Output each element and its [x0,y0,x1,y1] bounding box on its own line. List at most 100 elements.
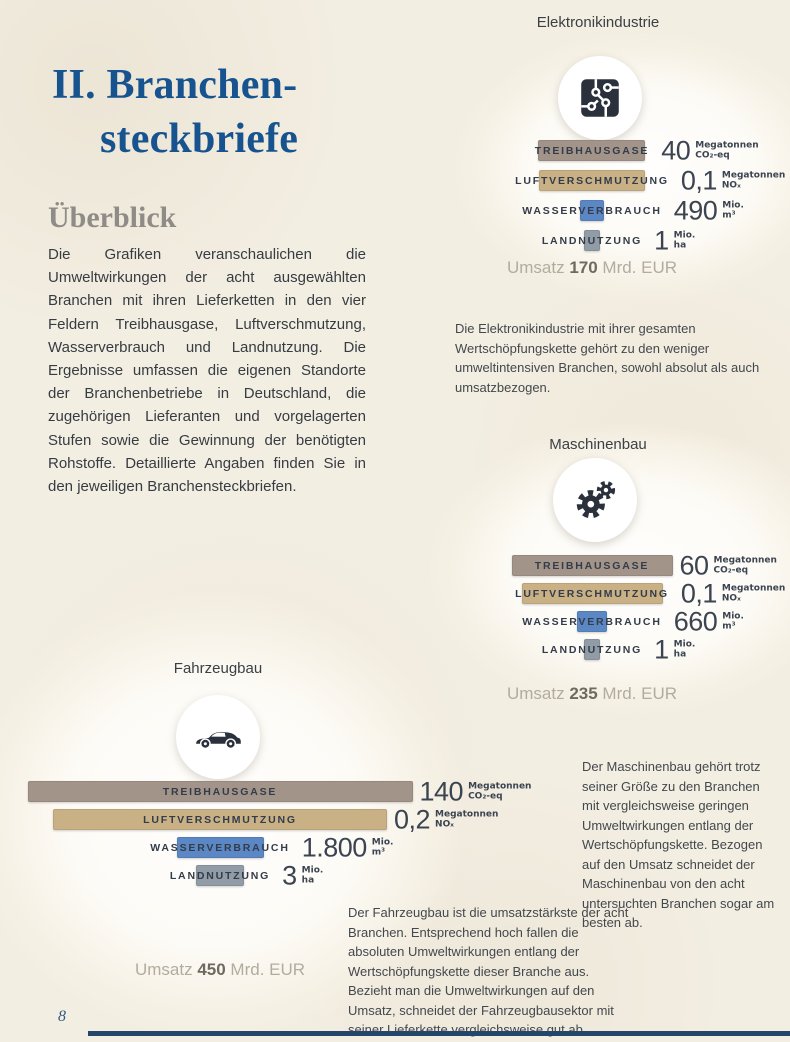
description-maschinenbau: Der Maschinenbau gehört trotz seiner Grö… [582,759,775,930]
bar-value: 1 [654,634,669,664]
bar-unit-bottom: CO₂-eq [468,791,503,802]
bar-unit-top: Mio. [673,639,696,650]
umsatz-label: Umsatz [506,258,565,277]
wasserverbrauch-bar [577,611,607,632]
intro-paragraph: Die Grafiken veranschaulichen die Umwelt… [48,246,366,496]
bar-unit-top: Megatonnen [435,809,499,820]
bar-value: 140 [419,776,464,806]
impact-bars-fahrzeugbau: TREIBHAUSGASE 140 Megatonnen CO₂-eq LUFTV… [10,778,531,889]
bar-value: 0,1 [680,578,718,608]
bar-unit-top: Megatonnen [721,170,786,181]
car-icon-glyph [196,731,241,750]
industry-title-elektronikindustrie: Elektronikindustrie [536,14,660,31]
bar-unit-top: Mio. [722,200,744,211]
industry-title-maschinenbau: Maschinenbau [549,436,647,453]
bar-value: 1 [654,225,669,255]
bar-unit-bottom: NOₓ [435,819,454,830]
bar-value: 0,1 [680,165,718,195]
bar-label: LUFTVERSCHMUTZUNG [143,813,297,826]
bar-row-landnutzung: LANDNUTZUNG 3 Mio. ha [165,862,323,889]
gears-icon [553,458,637,542]
treibhausgase-bar [27,781,413,802]
bar-row-landnutzung: LANDNUTZUNG 1 Mio. ha [537,636,695,663]
landnutzung-bar [583,639,600,660]
umsatz-unit: Mrd. EUR [602,684,678,703]
bar-row-luftverschmutzung: LUFTVERSCHMUTZUNG 0,1 Megatonnen NOₓ [510,167,785,194]
luftverschmutzung-bar [539,170,645,191]
landnutzung-bar [195,865,244,886]
treibhausgase-bar [511,555,673,576]
bar-unit-bottom: m³ [371,847,386,858]
umsatz-value: 450 [197,960,226,979]
bar-unit-top: Megatonnen [468,781,532,792]
bar-row-wasserverbrauch: WASSERVERBRAUCH 490 Mio. m³ [517,197,744,224]
bar-value: 490 [673,195,718,225]
umsatz-line-fahrzeugbau: Umsatz 450 Mrd. EUR [100,960,340,980]
bar-unit-top: Megatonnen [695,140,759,151]
bar-row-wasserverbrauch: WASSERVERBRAUCH 660 Mio. m³ [517,608,744,635]
bar-label: TREIBHAUSGASE [534,559,650,572]
bar-unit-top: Megatonnen [721,583,786,594]
car-icon [176,695,260,779]
bar-unit-bottom: CO₂-eq [695,150,730,161]
bar-value: 3 [282,860,297,890]
bar-unit-bottom: ha [301,875,315,886]
bar-row-wasserverbrauch: WASSERVERBRAUCH 1.800 Mio. m³ [145,834,393,861]
bar-row-treibhausgase: TREIBHAUSGASE 140 Megatonnen CO₂-eq [27,778,531,805]
impact-bars-maschinenbau: TREIBHAUSGASE 60 Megatonnen CO₂-eq LUFTVE… [472,552,785,663]
wasserverbrauch-bar [176,837,264,858]
section-heading: Überblick [48,200,177,234]
umsatz-label: Umsatz [134,960,193,979]
bar-unit-top: Mio. [673,230,696,241]
bar-unit-top: Mio. [301,865,324,876]
bar-label: LANDNUTZUNG [541,643,643,656]
footer-rule [88,1031,790,1036]
umsatz-unit: Mrd. EUR [602,258,678,277]
bar-row-treibhausgase: TREIBHAUSGASE 40 Megatonnen CO₂-eq [530,137,759,164]
bar-unit-bottom: ha [673,240,687,251]
page-title: II. Branchen- steckbriefe [52,58,298,166]
impact-bars-elektronikindustrie: TREIBHAUSGASE 40 Megatonnen CO₂-eq LUFTVE… [472,137,785,255]
bar-label: LANDNUTZUNG [169,869,271,882]
umsatz-unit: Mrd. EUR [230,960,306,979]
umsatz-line-maschinenbau: Umsatz 235 Mrd. EUR [472,684,712,704]
bar-row-treibhausgase: TREIBHAUSGASE 60 Megatonnen CO₂-eq [511,552,777,579]
luftverschmutzung-bar [521,583,663,604]
bar-label: WASSERVERBRAUCH [522,204,662,217]
bar-unit-bottom: NOₓ [721,180,741,191]
bar-label: LUFTVERSCHMUTZUNG [515,174,669,187]
luftverschmutzung-bar [53,809,387,830]
bar-label: TREIBHAUSGASE [162,785,278,798]
bar-label: WASSERVERBRAUCH [522,615,662,628]
bar-unit-top: Megatonnen [713,555,777,566]
bar-unit-top: Mio. [722,611,744,622]
bar-unit-top: Mio. [371,837,394,848]
umsatz-value: 235 [569,684,598,703]
bar-value: 660 [673,606,718,636]
bar-value: 60 [679,550,710,580]
bar-unit-bottom: ha [673,649,687,660]
bar-value: 40 [661,135,691,165]
description-elektronikindustrie: Die Elektronikindustrie mit ihrer gesamt… [455,321,760,395]
bar-label: LANDNUTZUNG [541,234,643,247]
circuit-board-icon [558,56,642,140]
page-title-line2: steckbriefe [100,116,299,163]
bar-unit-bottom: m³ [722,210,736,221]
bar-value: 0,2 [394,804,431,834]
umsatz-label: Umsatz [506,684,565,703]
gears-icon-glyph [576,480,616,519]
bar-row-luftverschmutzung: LUFTVERSCHMUTZUNG 0,2 Megatonnen NOₓ [53,806,498,833]
umsatz-line-elektronikindustrie: Umsatz 170 Mrd. EUR [472,258,712,278]
treibhausgase-bar [538,140,646,161]
wasserverbrauch-bar [580,200,604,221]
circuit-board-icon-glyph [581,79,619,117]
bar-value: 1.800 [301,832,368,862]
description-fahrzeugbau: Der Fahrzeugbau ist die umsatzstärkste d… [348,905,629,1037]
bar-row-luftverschmutzung: LUFTVERSCHMUTZUNG 0,1 Megatonnen NOₓ [510,580,785,607]
bar-label: LUFTVERSCHMUTZUNG [515,587,669,600]
umsatz-value: 170 [569,258,598,277]
page-title-line1: II. Branchen- [52,62,298,109]
industry-title-fahrzeugbau: Fahrzeugbau [173,660,263,677]
page-number: 8 [58,1008,66,1025]
landnutzung-bar [583,230,600,251]
